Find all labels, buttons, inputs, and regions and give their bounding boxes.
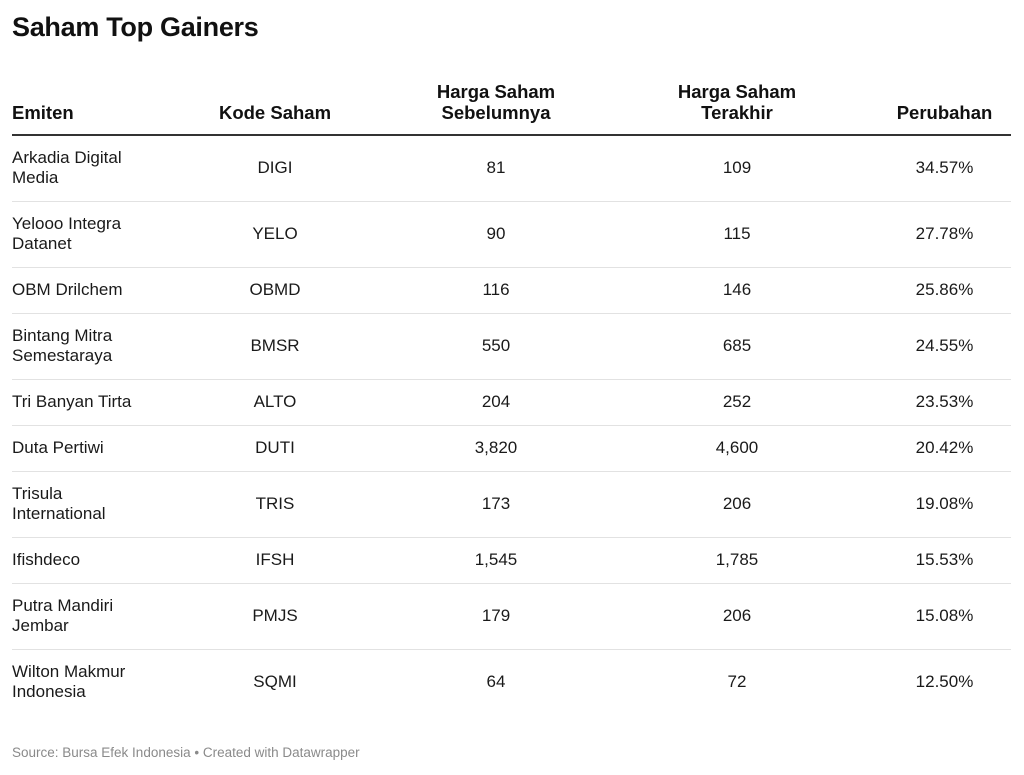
chart-title: Saham Top Gainers: [12, 12, 259, 42]
cell-terakhir: 109: [596, 135, 878, 202]
table-row: Yelooo Integra Datanet YELO 90 115 27.78…: [12, 201, 1011, 268]
cell-perubahan: 24.55%: [878, 313, 1011, 380]
cell-perubahan: 25.86%: [878, 267, 1011, 314]
source-note: Source: Bursa Efek Indonesia • Created w…: [12, 745, 360, 760]
cell-terakhir: 115: [596, 201, 878, 268]
cell-emiten: Arkadia Digital Media: [12, 135, 154, 202]
cell-sebelumnya: 90: [396, 201, 596, 268]
cell-emiten: Trisula International: [12, 471, 154, 538]
cell-perubahan: 15.53%: [878, 537, 1011, 584]
cell-kode: DUTI: [154, 425, 396, 472]
cell-sebelumnya: 550: [396, 313, 596, 380]
cell-emiten: Wilton Makmur Indonesia: [12, 662, 126, 702]
header-emiten: Emiten: [12, 78, 154, 136]
table-row: Duta Pertiwi DUTI 3,820 4,600 20.42%: [12, 425, 1011, 472]
cell-emiten: Yelooo Integra Datanet: [12, 201, 154, 268]
header-harga-sebelumnya-line1: Harga Saham: [436, 81, 556, 102]
table-row: Arkadia Digital Media DIGI 81 109 34.57%: [12, 135, 1011, 202]
table-row: Ifishdeco IFSH 1,545 1,785 15.53%: [12, 537, 1011, 584]
cell-perubahan: 34.57%: [878, 135, 1011, 202]
cell-terakhir: 72: [727, 672, 747, 692]
cell-kode: SQMI: [253, 672, 297, 692]
cell-perubahan: 19.08%: [878, 471, 1011, 538]
gainers-table: Emiten Kode Saham Harga Saham Sebelumnya…: [12, 78, 1011, 715]
cell-terakhir: 146: [596, 267, 878, 314]
cell-emiten: Duta Pertiwi: [12, 425, 154, 472]
cell-terakhir: 252: [596, 379, 878, 426]
cell-sebelumnya: 81: [396, 135, 596, 202]
header-harga-sebelumnya-line2: Sebelumnya: [441, 102, 551, 123]
table-row: OBM Drilchem OBMD 116 146 25.86%: [12, 267, 1011, 314]
header-harga-terakhir: Harga Saham Terakhir: [596, 78, 878, 136]
cell-emiten: OBM Drilchem: [12, 267, 154, 314]
header-harga-terakhir-line2: Terakhir: [701, 102, 773, 123]
cell-terakhir: 206: [596, 583, 878, 650]
cell-sebelumnya: 3,820: [396, 425, 596, 472]
cell-kode: IFSH: [154, 537, 396, 584]
cell-sebelumnya: 64: [486, 672, 506, 692]
cell-sebelumnya: 204: [396, 379, 596, 426]
header-harga-terakhir-line1: Harga Saham: [677, 81, 797, 102]
cell-kode: TRIS: [154, 471, 396, 538]
cell-emiten: Putra Mandiri Jembar: [12, 583, 154, 650]
cell-emiten: Ifishdeco: [12, 537, 154, 584]
cell-kode: BMSR: [154, 313, 396, 380]
cell-terakhir: 4,600: [596, 425, 878, 472]
cell-kode: DIGI: [154, 135, 396, 202]
cell-kode: ALTO: [154, 379, 396, 426]
cell-perubahan: 20.42%: [878, 425, 1011, 472]
table-row: Tri Banyan Tirta ALTO 204 252 23.53%: [12, 379, 1011, 426]
cell-emiten: Bintang Mitra Semestaraya: [12, 313, 154, 380]
cell-terakhir: 206: [596, 471, 878, 538]
header-kode-saham: Kode Saham: [154, 78, 396, 136]
cell-perubahan: 12.50%: [915, 672, 974, 692]
table-row: Putra Mandiri Jembar PMJS 179 206 15.08%: [12, 583, 1011, 650]
table-row: Trisula International TRIS 173 206 19.08…: [12, 471, 1011, 538]
table-header-row: Emiten Kode Saham Harga Saham Sebelumnya…: [12, 78, 1011, 136]
header-harga-sebelumnya: Harga Saham Sebelumnya: [396, 78, 596, 136]
cell-sebelumnya: 179: [396, 583, 596, 650]
cell-terakhir: 685: [596, 313, 878, 380]
cell-emiten: Tri Banyan Tirta: [12, 379, 154, 426]
cell-kode: OBMD: [154, 267, 396, 314]
cell-terakhir: 1,785: [596, 537, 878, 584]
table-row: Bintang Mitra Semestaraya BMSR 550 685 2…: [12, 313, 1011, 380]
header-perubahan: Perubahan: [878, 78, 1011, 136]
cell-sebelumnya: 116: [396, 267, 596, 314]
cell-perubahan: 15.08%: [878, 583, 1011, 650]
cell-kode: YELO: [154, 201, 396, 268]
cell-perubahan: 23.53%: [878, 379, 1011, 426]
cell-perubahan: 27.78%: [878, 201, 1011, 268]
cell-sebelumnya: 1,545: [396, 537, 596, 584]
cell-kode: PMJS: [154, 583, 396, 650]
table-row: Wilton Makmur Indonesia SQMI 64 72 12.50…: [12, 649, 1011, 715]
cell-sebelumnya: 173: [396, 471, 596, 538]
